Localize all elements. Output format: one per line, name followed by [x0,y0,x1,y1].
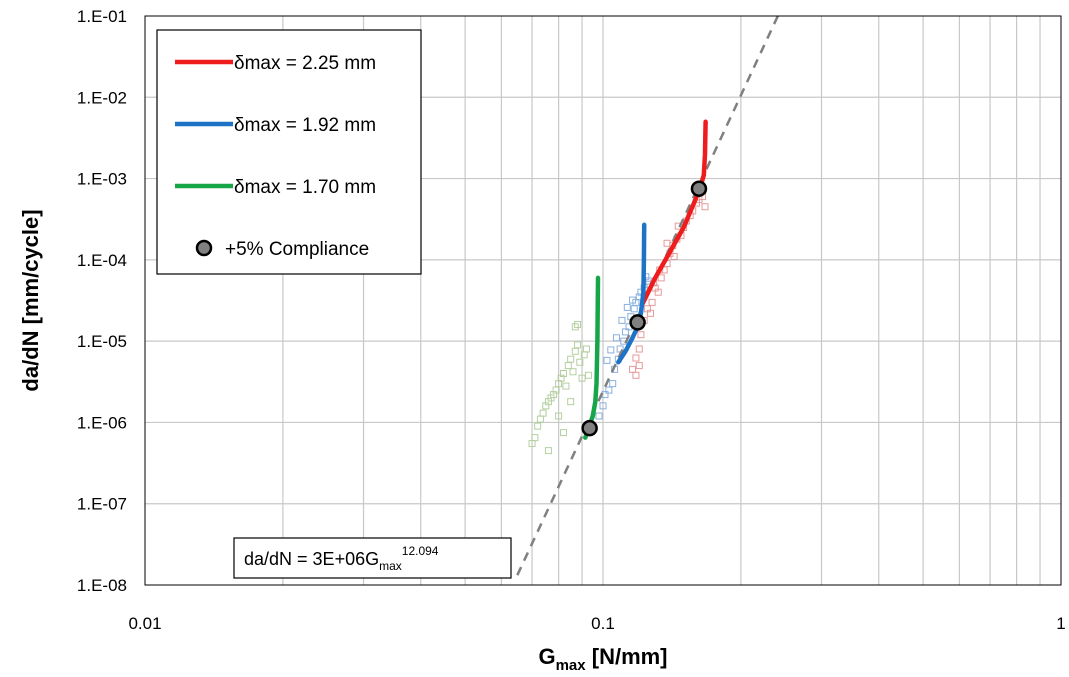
equation-main: da/dN = 3E+06G [244,549,379,569]
x-axis-title-unit: [N/mm] [586,644,668,669]
scatter-point [648,298,656,306]
y-tick-label: 1.E-01 [77,7,127,26]
scatter-point [567,355,575,363]
legend-label: δmax = 1.70 mm [234,177,376,198]
scatter-point [571,323,579,331]
y-axis-title: da/dN [mm/cycle] [18,209,43,391]
x-axis-title: Gmax [N/mm] [538,644,667,674]
plot-area-border [144,15,1062,586]
legend-label: δmax = 1.92 mm [234,115,376,136]
equation-sup: 12.094 [402,544,439,558]
scatter-point [612,334,620,342]
scatter-point [557,374,565,382]
scatter-point [571,347,579,355]
scatter-point [534,422,542,430]
scatter-point [603,356,611,364]
scatter-point [595,412,603,420]
legend: δmax = 2.25 mm δmax = 1.92 mm δmax = 1.70 … [156,29,422,275]
scatter-point [544,447,552,455]
scatter-point [576,358,584,366]
scatter-point [635,362,643,370]
scatter-point [555,380,563,388]
scatter-point [629,365,637,373]
compliance-marker [690,180,708,197]
scatter-point [630,305,638,313]
scatter-point [654,288,662,296]
scatter-point [623,303,631,311]
scatter-point [574,321,582,329]
y-tick-label: 1.E-05 [77,332,127,351]
scatter-point [569,368,577,376]
scatter-point [663,239,671,247]
scatter-point [657,274,665,282]
scatter-point [582,345,590,353]
scatter-point [607,346,615,354]
scatter-point [647,309,655,317]
y-tick-labels: 1.E-08 1.E-07 1.E-06 1.E-05 1.E-04 1.E-03 1.E-… [77,7,127,595]
x-tick-label: 0.1 [591,614,615,633]
compliance-markers [581,180,708,437]
scatter-point [632,354,640,362]
legend-label: δmax = 2.25 mm [234,53,376,74]
scatter-point [578,374,586,382]
x-tick-labels: 0.01 0.1 1 [128,614,1065,633]
y-tick-label: 1.E-03 [77,170,127,189]
equation-sub: max [379,559,402,573]
legend-items: δmax = 2.25 mm δmax = 1.92 mm δmax = 1.70 … [175,53,376,260]
scatter-point [701,203,709,211]
scatter-point [539,409,547,417]
scatter-point [555,412,563,420]
scatter-point [605,386,613,394]
y-tick-label: 1.E-02 [77,88,127,107]
x-tick-label: 1 [1056,614,1065,633]
grid [145,16,1061,585]
scatter-point [564,362,572,370]
scatter-point [618,316,626,324]
scatter-point [560,369,568,377]
compliance-marker [629,314,646,331]
trendline-equation-text: da/dN = 3E+06Gmax12.094 [244,544,439,573]
trendline-equation: da/dN = 3E+06Gmax12.094 [233,537,512,579]
scatter-point [574,341,582,349]
scatter-point [670,252,678,260]
scatter-point [622,328,630,336]
scatter-point [609,380,617,388]
x-axis-title-sub: max [556,657,587,674]
scatter-point [531,434,539,442]
scatter-point [599,402,607,410]
y-tick-label: 1.E-08 [77,576,127,595]
trendline-equation-box [233,537,512,579]
y-tick-label: 1.E-07 [77,495,127,514]
x-tick-label: 0.01 [128,614,161,633]
scatter-point [536,415,544,423]
series-line [640,119,708,306]
scatter-point [635,345,643,353]
scatter-point [585,371,593,379]
legend-box [156,29,422,275]
scatter-point [637,331,645,339]
scatter-point [562,382,570,390]
y-tick-label: 1.E-06 [77,413,127,432]
legend-label: +5% Compliance [225,239,369,260]
scatter-point [629,296,637,304]
x-axis-title-main: G [538,644,555,669]
scatter-point [560,429,568,437]
legend-swatch [195,239,213,257]
y-tick-label: 1.E-04 [77,251,127,270]
compliance-marker [581,419,598,437]
scatter-point [632,371,640,379]
scatter-point [567,398,575,406]
